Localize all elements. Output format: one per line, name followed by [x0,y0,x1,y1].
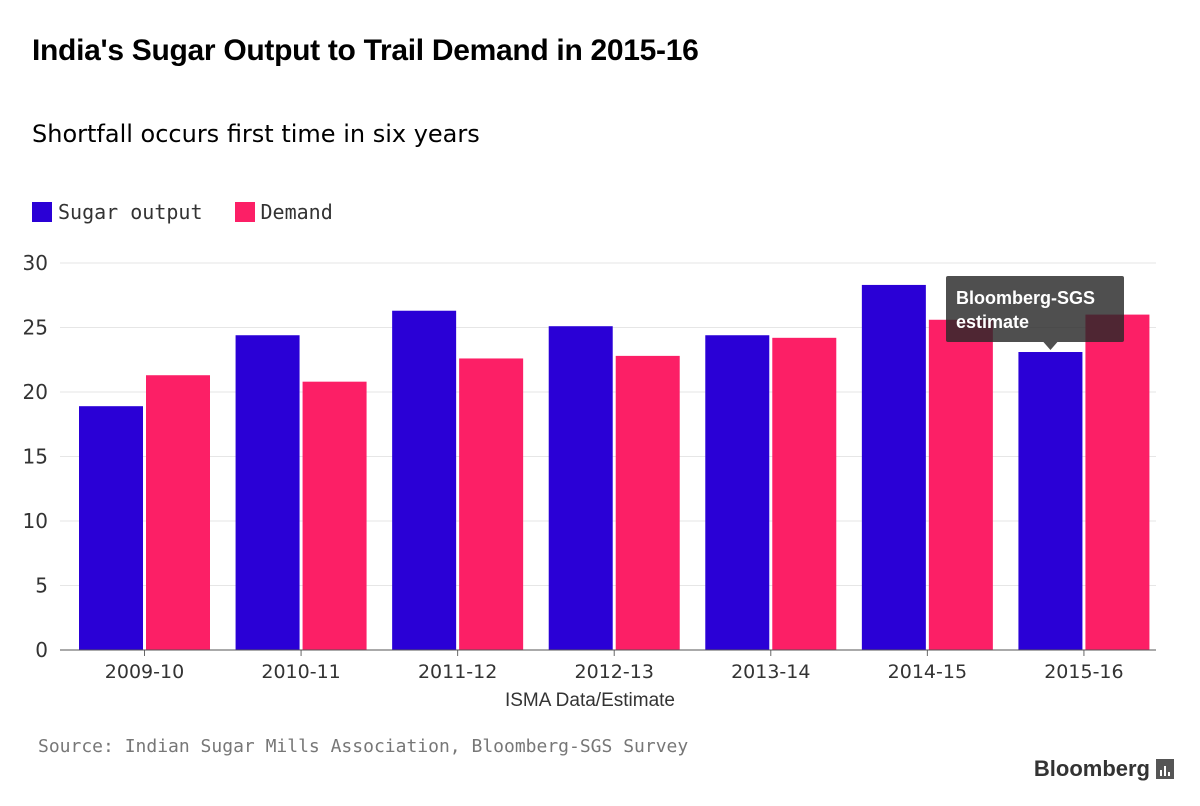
x-tick-label: 2013-14 [731,661,810,683]
x-tick-label: 2009-10 [105,661,184,683]
bar-sugar-output [548,326,613,650]
legend: Sugar output Demand [32,200,365,224]
bar-demand [459,358,524,650]
x-axis-label: ISMA Data/Estimate [505,690,675,711]
legend-item-demand: Demand [234,200,333,224]
brand-logo: Bloomberg [1034,756,1174,782]
bloomberg-chart-icon [1156,759,1174,779]
bar-sugar-output [79,406,143,650]
x-tick-label: 2010-11 [261,661,340,683]
y-tick-label: 30 [23,251,48,275]
x-tick-label: 2011-12 [418,661,497,683]
legend-label-sugar-output: Sugar output [58,200,203,224]
y-tick-label: 20 [23,380,48,404]
bar-sugar-output [392,310,457,650]
y-tick-label: 10 [23,509,48,533]
chart-title: India's Sugar Output to Trail Demand in … [32,34,699,67]
bar-sugar-output [705,335,770,650]
legend-swatch-demand [234,202,255,222]
annotation-text: Bloomberg-SGS [956,288,1095,308]
y-tick-label: 25 [23,316,48,340]
legend-swatch-sugar-output [32,202,52,222]
bar-demand [615,355,680,650]
bar-sugar-output [235,335,300,650]
y-tick-label: 15 [23,445,48,469]
y-tick-label: 5 [35,574,48,598]
bar-demand [302,381,367,650]
annotation-text: estimate [956,312,1029,332]
bar-demand [928,319,993,650]
bar-demand [1085,314,1150,650]
legend-label-demand: Demand [260,200,333,224]
annotation-box [946,276,1124,343]
bar-demand [146,375,210,650]
source-note: Source: Indian Sugar Mills Association, … [38,736,689,757]
brand-name: Bloomberg [1033,756,1150,781]
annotation-pointer [1043,342,1058,351]
x-tick-label: 2012-13 [575,661,654,683]
x-tick-label: 2015-16 [1044,661,1123,683]
y-tick-label: 0 [35,638,48,662]
bar-demand [772,337,837,650]
chart-subtitle: Shortfall occurs first time in six years [32,120,480,148]
bar-sugar-output [1018,352,1083,650]
bar-sugar-output [861,284,926,650]
legend-item-sugar-output: Sugar output [32,200,203,224]
x-tick-label: 2014-15 [888,661,967,683]
